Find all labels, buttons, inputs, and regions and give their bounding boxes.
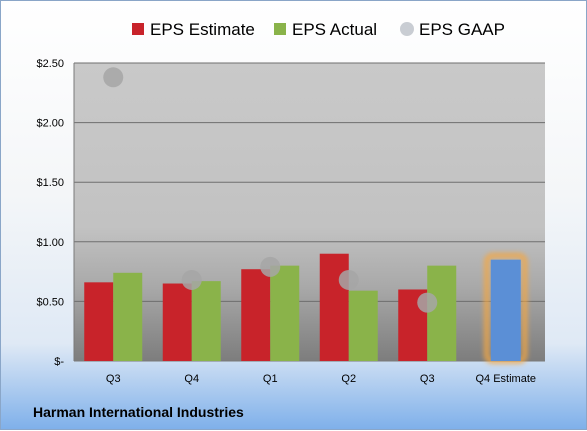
gridlines (74, 62, 545, 302)
y-tick-label: $- (54, 356, 64, 368)
legend-label: EPS GAAP (419, 20, 505, 39)
bar-q4-estimate (490, 259, 521, 361)
x-tick-label: Q3 (420, 373, 435, 385)
y-tick-label: $1.00 (36, 237, 64, 249)
x-tick-label: Q2 (341, 373, 356, 385)
y-tick-label: $1.50 (36, 177, 64, 189)
bar-eps-actual (191, 281, 221, 361)
bar-eps-estimate (241, 269, 271, 361)
x-axis: Q3 Q4 Q1 Q2 Q3 Q4 Estimate (106, 373, 536, 385)
y-tick-label: $0.50 (36, 296, 64, 308)
x-tick-label: Q4 Estimate (475, 373, 536, 385)
legend: EPS Estimate EPS Actual EPS GAAP (132, 20, 505, 39)
bar-eps-actual (113, 272, 143, 361)
legend-label: EPS Estimate (150, 20, 255, 39)
gaap-markers (103, 67, 438, 313)
x-tick-label: Q4 (184, 373, 199, 385)
legend-marker-eps-gaap (400, 22, 414, 36)
marker-eps-gaap (181, 269, 202, 290)
bars (84, 252, 528, 364)
company-name: Harman International Industries (33, 404, 244, 420)
bar-eps-estimate (319, 253, 349, 361)
bar-eps-estimate (84, 282, 114, 361)
x-tick-label: Q3 (106, 373, 121, 385)
bar-eps-estimate (162, 283, 192, 361)
plot-area (74, 63, 545, 361)
legend-label: EPS Actual (292, 20, 377, 39)
legend-swatch-eps-actual (274, 23, 286, 35)
marker-eps-gaap (417, 292, 438, 313)
bar-eps-actual (348, 290, 378, 361)
bar-eps-actual (427, 265, 457, 361)
y-axis: $- $0.50 $1.00 $1.50 $2.00 $2.50 (36, 58, 545, 368)
marker-eps-gaap (103, 67, 124, 88)
y-tick-label: $2.00 (36, 118, 64, 130)
x-tick-label: Q1 (263, 373, 278, 385)
marker-eps-gaap (260, 256, 281, 277)
legend-swatch-eps-estimate (132, 23, 144, 35)
marker-eps-gaap (338, 269, 359, 290)
y-tick-label: $2.50 (36, 58, 64, 70)
bar-eps-actual (270, 265, 300, 361)
